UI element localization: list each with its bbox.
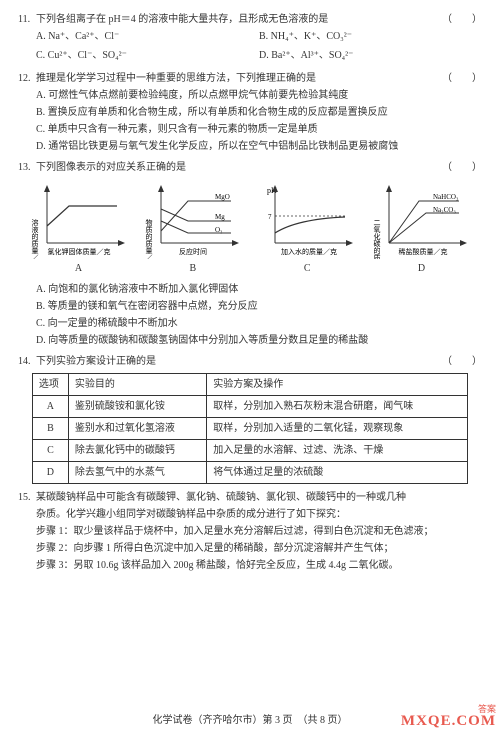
q15-cont: 杂质。化学兴趣小组同学对碳酸钠样品中杂质的成分进行了如下探究：: [36, 507, 482, 522]
svg-text:7: 7: [268, 213, 272, 221]
svg-text:二氧化碳的质量／克: 二氧化碳的质量／克: [373, 219, 381, 259]
q11-opt-a: A. Na⁺、Ca²⁺、Cl⁻: [36, 29, 243, 44]
chart-d: 二氧化碳的质量／克 NaHCO₃ Na₂CO₃ 稀盐酸质量／克 D: [369, 181, 474, 276]
table-row: B鉴别水和过氧化氢溶液取样，分别加入适量的二氧化锰，观察现象: [32, 418, 467, 440]
question-15: 15. 某碳酸钠样品中可能含有碳酸钾、氯化钠、硫酸钠、氯化钡、碳酸钙中的一种或几…: [18, 490, 482, 573]
th-opt: 选项: [32, 374, 68, 396]
chart-c: pH 7 加入水的质量／克 C: [255, 181, 360, 276]
svg-text:物质的质量／克: 物质的质量／克: [145, 218, 153, 259]
q14-text: 下列实验方案设计正确的是: [36, 354, 434, 369]
svg-text:NaHCO₃: NaHCO₃: [433, 193, 459, 201]
q13-sub-a: A. 向饱和的氯化钠溶液中不断加入氯化钾固体: [36, 282, 482, 297]
q13-sub-d: D. 向等质量的碳酸钠和碳酸氢钠固体中分别加入等质量分数且足量的稀盐酸: [36, 333, 482, 348]
svg-text:溶液的质量／克: 溶液的质量／克: [31, 218, 39, 259]
q11-opt-d: D. Ba²⁺、Al³⁺、SO₄²⁻: [259, 48, 466, 63]
q15-step2: 步骤 2：向步骤 1 所得白色沉淀中加入足量的稀硝酸，部分沉淀溶解并产生气体；: [36, 541, 482, 556]
svg-text:Na₂CO₃: Na₂CO₃: [433, 206, 456, 214]
th-plan: 实验方案及操作: [207, 374, 468, 396]
table-row: C除去氯化钙中的碳酸钙加入足量的水溶解、过滤、洗涤、干燥: [32, 440, 467, 462]
q15-text: 某碳酸钠样品中可能含有碳酸钾、氯化钠、硫酸钠、氯化钡、碳酸钙中的一种或几种: [36, 490, 482, 505]
svg-text:反应时间: 反应时间: [179, 247, 207, 256]
q11-text: 下列各组离子在 pH＝4 的溶液中能大量共存，且形成无色溶液的是: [36, 12, 434, 27]
q11-paren: （ ）: [442, 12, 482, 27]
q13-paren: （ ）: [442, 160, 482, 175]
question-12: 12. 推理是化学学习过程中一种重要的思维方法，下列推理正确的是 （ ） A. …: [18, 71, 482, 154]
svg-text:加入水的质量／克: 加入水的质量／克: [281, 247, 337, 256]
q12-paren: （ ）: [442, 71, 482, 86]
chart-a: 溶液的质量／克 氯化钾固体质量／克 A: [26, 181, 131, 276]
q12-sub-b: B. 置换反应有单质和化合物生成，所以有单质和化合物生成的反应都是置换反应: [36, 105, 482, 120]
q13-num: 13.: [18, 160, 36, 175]
q12-text: 推理是化学学习过程中一种重要的思维方法，下列推理正确的是: [36, 71, 434, 86]
chart-c-label: C: [255, 261, 360, 276]
q12-sub-a: A. 可燃性气体点燃前要检验纯度，所以点燃甲烷气体前要先检验其纯度: [36, 88, 482, 103]
question-11: 11. 下列各组离子在 pH＝4 的溶液中能大量共存，且形成无色溶液的是 （ ）…: [18, 12, 482, 65]
q15-step1: 步骤 1：取少量该样品于烧杯中，加入足量水充分溶解后过滤，得到白色沉淀和无色滤液…: [36, 524, 482, 539]
chart-a-label: A: [26, 261, 131, 276]
chart-row: 溶液的质量／克 氯化钾固体质量／克 A 物质的质量／克 MgO Mg O₂ 反应…: [18, 181, 482, 276]
question-14: 14. 下列实验方案设计正确的是 （ ） 选项 实验目的 实验方案及操作 A鉴别…: [18, 354, 482, 484]
svg-text:稀盐酸质量／克: 稀盐酸质量／克: [399, 247, 448, 256]
svg-text:MgO: MgO: [215, 193, 230, 201]
chart-d-label: D: [369, 261, 474, 276]
q15-num: 15.: [18, 490, 36, 505]
q14-num: 14.: [18, 354, 36, 369]
q14-table: 选项 实验目的 实验方案及操作 A鉴别硫酸铵和氯化铵取样，分别加入熟石灰粉末混合…: [32, 373, 468, 484]
q11-opt-c: C. Cu²⁺、Cl⁻、SO₄²⁻: [36, 48, 243, 63]
q12-num: 12.: [18, 71, 36, 86]
watermark: MXQE.COM: [401, 710, 496, 733]
question-13: 13. 下列图像表示的对应关系正确的是 （ ） 溶液的质量／克 氯化钾固体质量／…: [18, 160, 482, 348]
q13-text: 下列图像表示的对应关系正确的是: [36, 160, 434, 175]
q13-sub-b: B. 等质量的镁和氧气在密闭容器中点燃，充分反应: [36, 299, 482, 314]
q11-opt-b: B. NH₄⁺、K⁺、CO₃²⁻: [259, 29, 466, 44]
table-row: D除去氢气中的水蒸气将气体通过足量的浓硫酸: [32, 462, 467, 484]
chart-b: 物质的质量／克 MgO Mg O₂ 反应时间 B: [140, 181, 245, 276]
q11-num: 11.: [18, 12, 36, 27]
svg-text:O₂: O₂: [215, 226, 223, 234]
svg-text:氯化钾固体质量／克: 氯化钾固体质量／克: [47, 247, 110, 256]
table-row: A鉴别硫酸铵和氯化铵取样，分别加入熟石灰粉末混合研磨，闻气味: [32, 396, 467, 418]
q13-sub-c: C. 向一定量的稀硫酸中不断加水: [36, 316, 482, 331]
chart-b-label: B: [140, 261, 245, 276]
q14-paren: （ ）: [442, 354, 482, 369]
table-row: 选项 实验目的 实验方案及操作: [32, 374, 467, 396]
q15-step3: 步骤 3：另取 10.6g 该样品加入 200g 稀盐酸，恰好完全反应，生成 4…: [36, 558, 482, 573]
svg-text:Mg: Mg: [215, 213, 225, 221]
q12-sub-d: D. 通常铝比铁更易与氧气发生化学反应，所以在空气中铝制品比铁制品更易被腐蚀: [36, 139, 482, 154]
q12-sub-c: C. 单质中只含有一种元素，则只含有一种元素的物质一定是单质: [36, 122, 482, 137]
th-purpose: 实验目的: [68, 374, 206, 396]
